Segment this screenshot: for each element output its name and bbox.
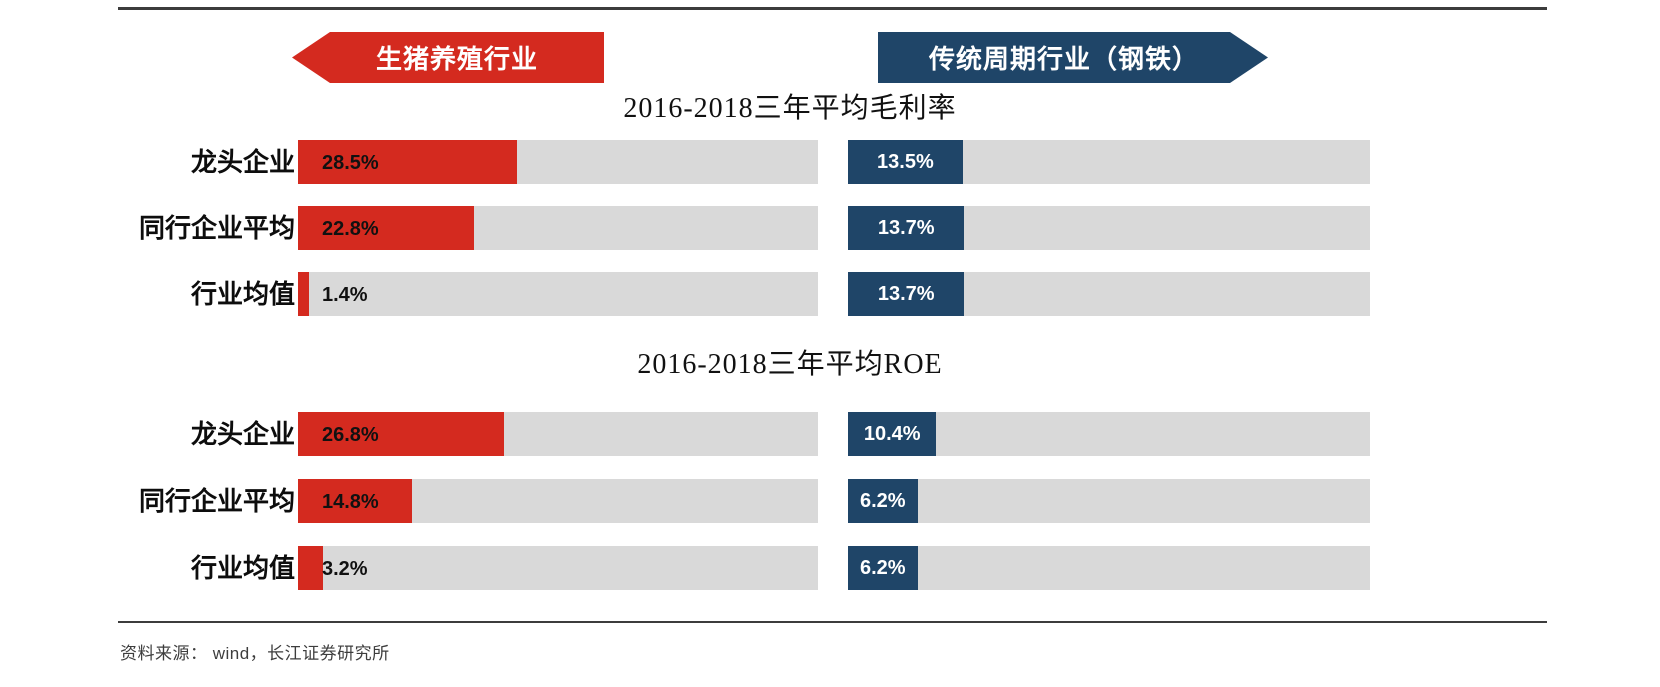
chart2-row2-category: 同行企业平均 <box>138 486 295 516</box>
chart1-row2-red-bar <box>298 206 474 250</box>
chart2-row2-red-value: 14.8% <box>322 491 379 513</box>
chart1-row3-red-value: 1.4% <box>322 284 368 306</box>
chart1-row3-blue-value: 13.7% <box>877 282 935 305</box>
chart1-row-peers: 同行企业平均 22.8% 13.7% <box>0 206 1660 250</box>
chart2-row3-blue-bar: 6.2% <box>848 546 918 590</box>
chart2-row3-blue-value: 6.2% <box>860 556 906 579</box>
chart1-row2-right-track: 13.7% <box>848 206 1370 250</box>
chart1-row3-blue-bar: 13.7% <box>848 272 965 316</box>
legend-banner-pig-industry: 生猪养殖行业 <box>292 32 604 83</box>
legend-banner-steel-industry: 传统周期行业（钢铁） <box>878 32 1268 83</box>
chart2-row2-blue-value: 6.2% <box>860 489 906 512</box>
chart2-row1-blue-value: 10.4% <box>863 422 921 445</box>
chart1-title: 2016-2018三年平均毛利率 <box>623 93 957 124</box>
chart1-row2-blue-value: 13.7% <box>877 216 935 239</box>
chart1-row-industry-avg: 行业均值 1.4% 13.7% <box>0 272 1660 316</box>
chart2-row2-blue-bar: 6.2% <box>848 479 918 523</box>
chart2-row3-category: 行业均值 <box>190 553 295 583</box>
chart1-row1-category: 龙头企业 <box>190 147 295 177</box>
chart2-row1-left-track: 26.8% <box>298 412 818 456</box>
chart2-title: 2016-2018三年平均ROE <box>637 349 943 380</box>
chart1-row1-red-bar <box>298 140 518 184</box>
chart2-row1-blue-bar: 10.4% <box>848 412 937 456</box>
chart1-row1-blue-value: 13.5% <box>877 150 934 173</box>
chart1-row3-category: 行业均值 <box>190 279 295 309</box>
chart2-row2-red-bar <box>298 479 412 523</box>
chart2-row2-right-track: 6.2% <box>848 479 1370 523</box>
chart2-row1-category: 龙头企业 <box>190 419 295 449</box>
chart1-row1-blue-bar: 13.5% <box>848 140 963 184</box>
chart2-row3-left-track: 3.2% <box>298 546 818 590</box>
top-divider <box>118 7 1547 10</box>
chart1-row1-red-value: 28.5% <box>322 152 379 174</box>
chart2-row-leaders: 龙头企业 26.8% 10.4% <box>0 412 1660 456</box>
chart1-row3-left-track: 1.4% <box>298 272 818 316</box>
chart1-row3-right-track: 13.7% <box>848 272 1370 316</box>
chart1-row2-red-value: 22.8% <box>322 218 379 240</box>
chart1-row3-red-bar <box>298 272 309 316</box>
legend-banner-pig-label: 生猪养殖行业 <box>375 44 538 74</box>
bottom-divider <box>118 621 1547 623</box>
source-note: 资料来源： wind，长江证券研究所 <box>120 644 390 663</box>
chart2-row-peers: 同行企业平均 14.8% 6.2% <box>0 479 1660 523</box>
chart2-row-industry-avg: 行业均值 3.2% 6.2% <box>0 546 1660 590</box>
chart2-row1-right-track: 10.4% <box>848 412 1370 456</box>
chart1-row2-category: 同行企业平均 <box>138 213 295 243</box>
chart2-row1-red-bar <box>298 412 505 456</box>
chart2-row3-red-bar <box>298 546 323 590</box>
chart2-row2-left-track: 14.8% <box>298 479 818 523</box>
chart1-row2-left-track: 22.8% <box>298 206 818 250</box>
legend-banner-steel-label: 传统周期行业（钢铁） <box>928 44 1199 74</box>
chart1-row1-left-track: 28.5% <box>298 140 818 184</box>
chart2-row1-red-value: 26.8% <box>322 424 379 446</box>
chart1-row-leaders: 龙头企业 28.5% 13.5% <box>0 140 1660 184</box>
chart2-row3-red-value: 3.2% <box>322 558 368 580</box>
chart1-row1-right-track: 13.5% <box>848 140 1370 184</box>
chart1-row2-blue-bar: 13.7% <box>848 206 965 250</box>
chart2-row3-right-track: 6.2% <box>848 546 1370 590</box>
